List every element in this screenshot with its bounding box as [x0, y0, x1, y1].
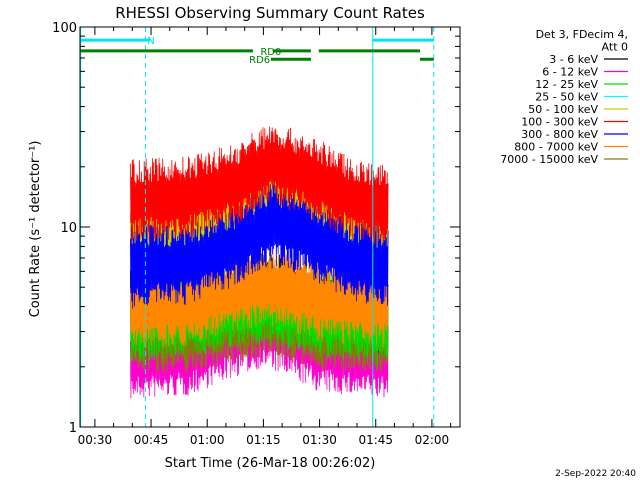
x-tick-label: 00:30 — [78, 433, 113, 447]
y-axis-label: Count Rate (s⁻¹ detector⁻¹) — [28, 141, 43, 318]
legend-label: 3 - 6 keV — [549, 53, 598, 66]
status-segment-label: N — [147, 36, 154, 47]
y-tick-label: 10 — [60, 221, 77, 236]
x-tick-label: 00:45 — [134, 433, 169, 447]
legend-header: Det 3, FDecim 4, — [536, 28, 628, 41]
y-tick-label: 1 — [69, 421, 77, 436]
status-segment-label: RD0 — [260, 47, 281, 58]
x-tick-label: 01:45 — [358, 433, 393, 447]
legend-label: 300 - 800 keV — [521, 128, 598, 141]
axes: 00:30 00:45 01:00 01:15 01:30 01:45 02:00 1 10 10… — [52, 21, 461, 447]
x-tick-label: 01:00 — [190, 433, 225, 447]
plot-area — [80, 27, 435, 427]
legend-label: 100 - 300 keV — [521, 116, 598, 129]
generation-timestamp: 2-Sep-2022 20:40 — [555, 469, 636, 479]
legend-label: 7000 - 15000 keV — [500, 153, 598, 166]
legend-label: 25 - 50 keV — [535, 91, 598, 104]
chart-title: RHESSI Observing Summary Count Rates — [115, 4, 425, 22]
legend-header: Att 0 — [602, 41, 628, 54]
legend-label: 800 - 7000 keV — [514, 141, 598, 154]
y-tick-label: 100 — [52, 21, 77, 36]
x-tick-label: 01:30 — [302, 433, 337, 447]
status-segment-label: RD6 — [249, 55, 270, 66]
series-line-100-300-kev — [130, 126, 389, 245]
x-tick-label: 01:15 — [246, 433, 281, 447]
legend-label: 6 - 12 keV — [542, 66, 598, 79]
x-axis-label: Start Time (26-Mar-18 00:26:02) — [165, 456, 376, 471]
legend-label: 12 - 25 keV — [535, 78, 598, 91]
x-tick-label: 02:00 — [415, 433, 450, 447]
legend-label: 50 - 100 keV — [528, 103, 598, 116]
